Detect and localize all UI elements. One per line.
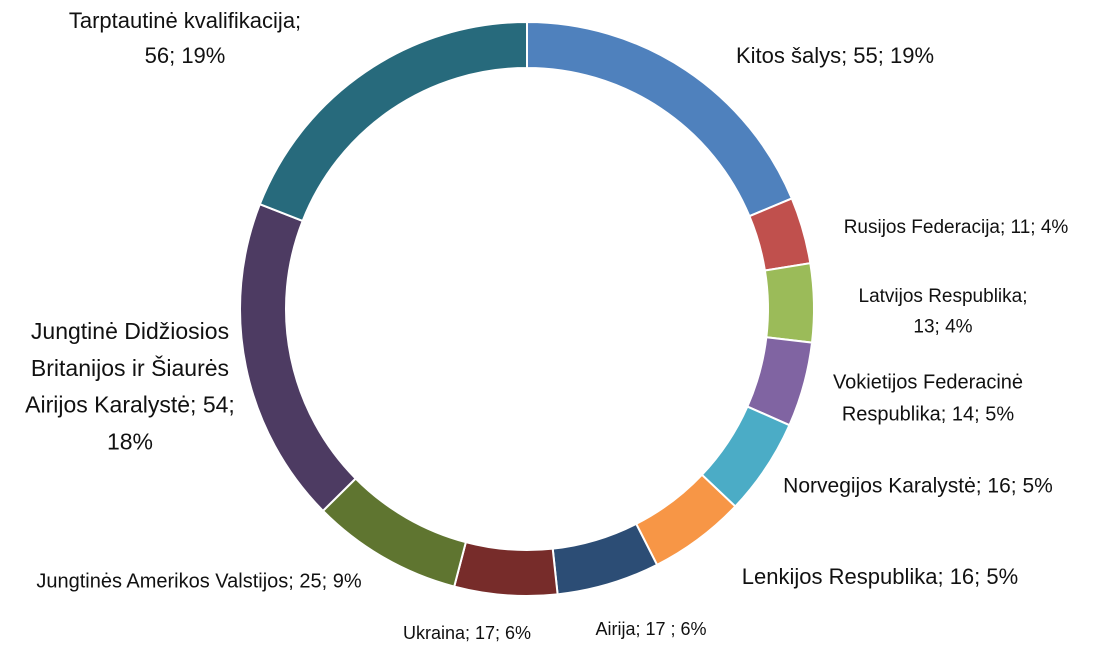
data-label: Vokietijos Federacinė	[833, 371, 1023, 393]
data-label: 56; 19%	[145, 43, 226, 68]
data-label: Britanijos ir Šiaurės	[31, 354, 229, 381]
data-label: Norvegijos Karalystė; 16; 5%	[783, 475, 1053, 498]
data-label: Airija; 17 ; 6%	[595, 619, 706, 639]
data-label: Respublika; 14; 5%	[842, 403, 1015, 425]
donut-segment	[551, 522, 659, 596]
donut-segment	[763, 262, 815, 344]
data-label: 18%	[107, 428, 153, 454]
data-label: 13; 4%	[913, 316, 972, 337]
data-label: Latvijos Respublika;	[859, 286, 1028, 307]
data-label: Rusijos Federacija; 11; 4%	[844, 217, 1069, 238]
data-label: Jungtinės Amerikos Valstijos; 25; 9%	[36, 570, 362, 592]
data-label: Kitos šalys; 55; 19%	[736, 43, 934, 68]
donut-segment	[258, 20, 528, 223]
data-label: Jungtinė Didžiosios	[31, 318, 229, 344]
donut-segment	[452, 540, 559, 597]
data-label: Tarptautinė kvalifikacija;	[69, 8, 301, 33]
donut-segment	[239, 202, 358, 513]
data-label: Airijos Karalystė; 54;	[25, 392, 235, 418]
data-label: Lenkijos Respublika; 16; 5%	[742, 564, 1018, 589]
data-label: Ukraina; 17; 6%	[403, 623, 531, 643]
